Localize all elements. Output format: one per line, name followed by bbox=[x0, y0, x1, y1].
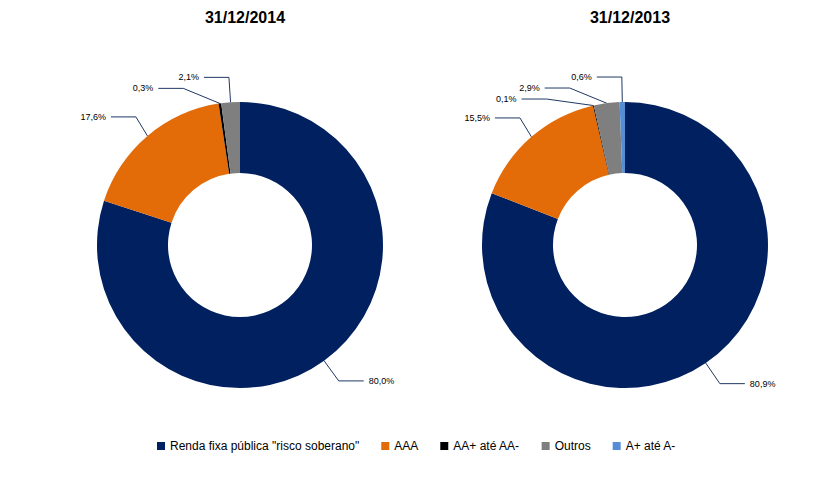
svg-text:17,6%: 17,6% bbox=[80, 112, 106, 122]
svg-text:0,3%: 0,3% bbox=[133, 83, 154, 93]
svg-text:31/12/2014: 31/12/2014 bbox=[205, 9, 285, 26]
svg-text:A+ até A-: A+ até A- bbox=[626, 439, 676, 453]
svg-text:Renda fixa pública "risco sobe: Renda fixa pública "risco soberano" bbox=[170, 439, 359, 453]
svg-text:15,5%: 15,5% bbox=[464, 113, 490, 123]
svg-text:Outros: Outros bbox=[555, 439, 591, 453]
svg-text:80,9%: 80,9% bbox=[750, 379, 776, 389]
svg-text:AA+ até AA-: AA+ até AA- bbox=[453, 439, 519, 453]
svg-text:AAA: AAA bbox=[394, 439, 418, 453]
svg-text:2,9%: 2,9% bbox=[519, 83, 540, 93]
svg-text:0,1%: 0,1% bbox=[496, 94, 517, 104]
svg-text:0,6%: 0,6% bbox=[571, 72, 592, 82]
svg-text:80,0%: 80,0% bbox=[369, 376, 395, 386]
svg-text:2,1%: 2,1% bbox=[178, 72, 199, 82]
svg-text:31/12/2013: 31/12/2013 bbox=[590, 9, 670, 26]
